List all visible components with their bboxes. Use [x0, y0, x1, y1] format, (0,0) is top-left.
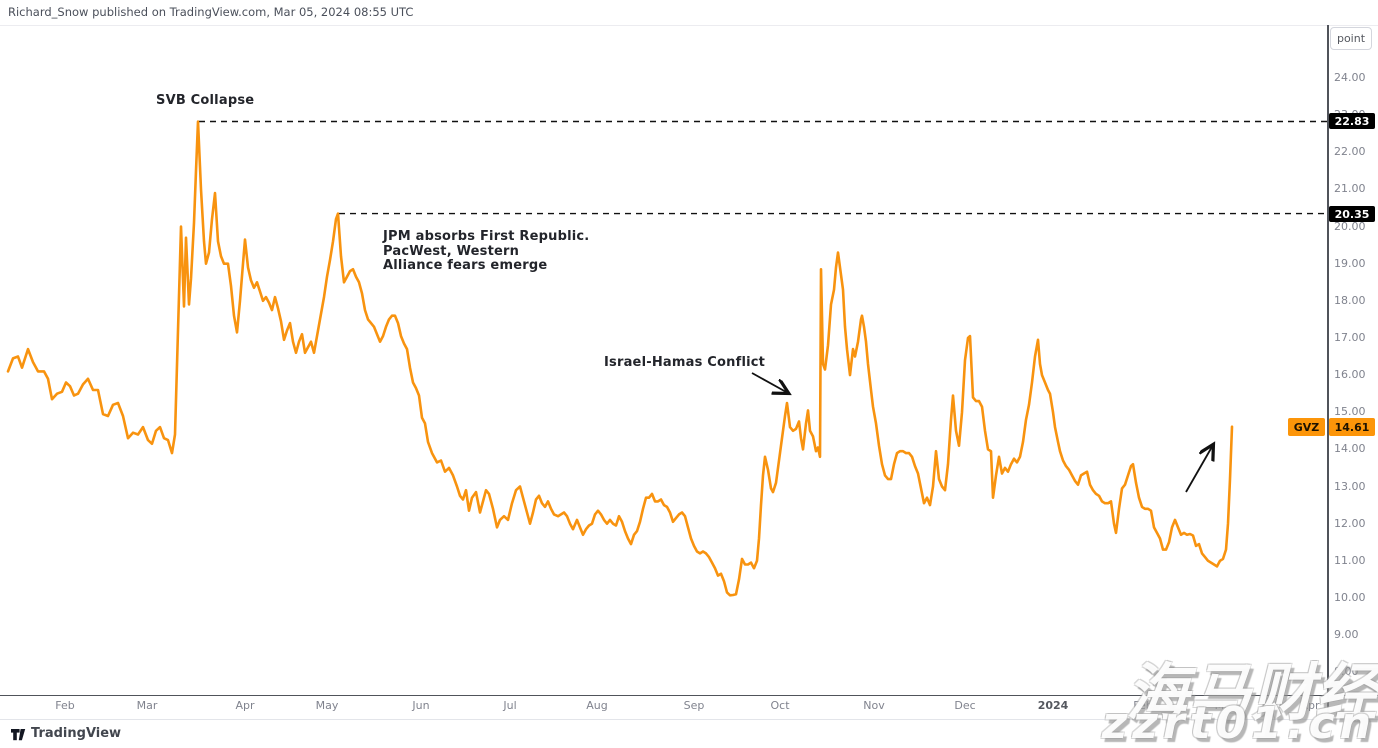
price-tick-22.00: 22.00 [1334, 145, 1366, 158]
price-axis-border [1327, 25, 1329, 719]
time-tick-Sep: Sep [683, 699, 705, 712]
price-tick-12.00: 12.00 [1334, 517, 1366, 530]
arrow-2 [1185, 445, 1213, 493]
price-tick-13.00: 13.00 [1334, 480, 1366, 493]
time-tick-Feb: Feb [55, 699, 75, 712]
footer-bar: TradingView [0, 720, 1378, 748]
price-tick-10.00: 10.00 [1334, 591, 1366, 604]
level-badge-22.83: 22.83 [1329, 113, 1375, 129]
time-axis-border [0, 695, 1378, 696]
time-tick-Aug: Aug [586, 699, 608, 712]
price-tick-17.00: 17.00 [1334, 331, 1366, 344]
price-tick-24.00: 24.00 [1334, 71, 1366, 84]
time-tick-Jul: Jul [503, 699, 517, 712]
time-tick-2024: 2024 [1037, 699, 1069, 712]
price-tick-20.00: 20.00 [1334, 220, 1366, 233]
time-tick-May: May [315, 699, 339, 712]
last-price-badge: 14.61 [1329, 418, 1375, 436]
annotation-arrows [751, 372, 1213, 493]
annotation-jpm-first-republic: JPM absorbs First Republic. PacWest, Wes… [383, 229, 590, 273]
price-tick-16.00: 16.00 [1334, 368, 1366, 381]
price-tick-9.00: 9.00 [1334, 628, 1359, 641]
tradingview-logo-icon [11, 729, 26, 741]
watermark-cn: 海马财经 [1125, 656, 1378, 729]
arrow-1 [751, 372, 788, 393]
annotation-israel-hamas: Israel-Hamas Conflict [604, 355, 766, 370]
footer-divider [0, 719, 1378, 720]
price-tick-15.00: 15.00 [1334, 405, 1366, 418]
dashed-level-lines [199, 120, 1327, 215]
time-tick-Oct: Oct [770, 699, 790, 712]
price-unit-button[interactable]: point [1330, 27, 1372, 50]
symbol-badge-gvz: GVZ [1288, 418, 1325, 436]
price-tick-14.00: 14.00 [1334, 442, 1366, 455]
time-tick-Dec: Dec [954, 699, 976, 712]
watermark-url: zzrt01.cn [1101, 698, 1376, 748]
price-tick-11.00: 11.00 [1334, 554, 1366, 567]
time-tick-Mar: Mar [136, 699, 158, 712]
header-divider [0, 25, 1378, 26]
tradingview-logo[interactable]: TradingView [10, 725, 121, 741]
time-tick-Feb: Feb [1133, 699, 1153, 712]
price-tick-18.00: 18.00 [1334, 294, 1366, 307]
gvz-series-line [6, 120, 1234, 597]
price-tick-8.00: 8.00 [1334, 665, 1359, 678]
time-tick-Apr: Apr [1300, 699, 1320, 712]
time-tick-Jun: Jun [412, 699, 430, 712]
price-tick-21.00: 21.00 [1334, 182, 1366, 195]
attribution-text: Richard_Snow published on TradingView.co… [8, 5, 414, 19]
time-tick-Mar: Mar [1214, 699, 1236, 712]
annotation-svb-collapse: SVB Collapse [156, 93, 255, 108]
level-badge-20.35: 20.35 [1329, 206, 1375, 222]
tradingview-logo-text: TradingView [31, 725, 122, 741]
time-tick-Nov: Nov [863, 699, 885, 712]
time-tick-Apr: Apr [235, 699, 255, 712]
price-tick-19.00: 19.00 [1334, 257, 1366, 270]
